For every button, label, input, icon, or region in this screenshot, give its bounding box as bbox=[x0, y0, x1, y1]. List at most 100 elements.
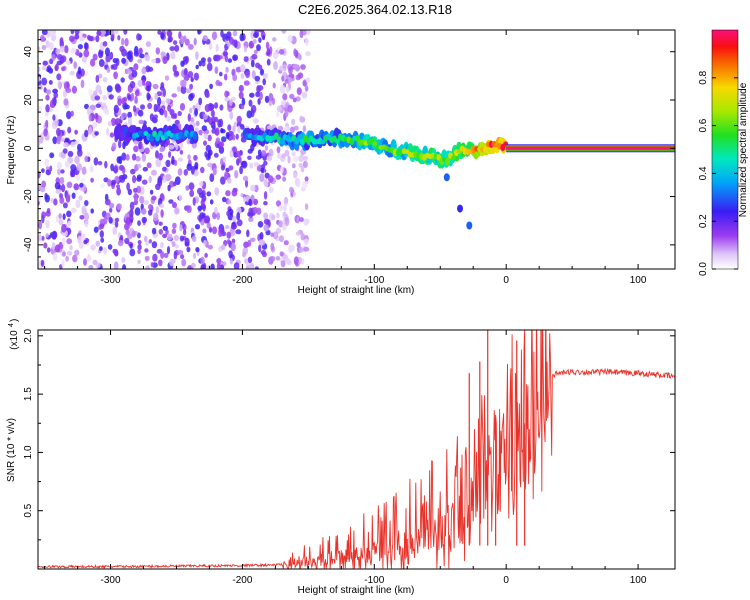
noise-cell bbox=[305, 51, 311, 57]
spectrogram-y-ticks: -40 -20 0 20 40 bbox=[23, 39, 675, 270]
noise-cell bbox=[206, 62, 213, 72]
noise-cell bbox=[49, 42, 54, 51]
noise-cell bbox=[146, 92, 150, 101]
noise-cell bbox=[174, 44, 180, 52]
noise-cell bbox=[137, 240, 142, 245]
noise-cell bbox=[70, 141, 76, 148]
x-tick-label: -300 bbox=[101, 575, 121, 586]
noise-cell bbox=[268, 175, 274, 183]
noise-cell bbox=[156, 91, 162, 97]
noise-cell bbox=[279, 65, 284, 72]
noise-cell bbox=[136, 33, 141, 41]
noise-cell bbox=[121, 112, 128, 119]
noise-cell bbox=[203, 113, 208, 120]
noise-cell bbox=[269, 256, 276, 262]
noise-cell bbox=[119, 45, 125, 53]
noise-cell bbox=[271, 214, 276, 220]
noise-cell bbox=[137, 220, 141, 227]
y-tick-label: -20 bbox=[23, 189, 34, 204]
noise-cell bbox=[287, 104, 293, 113]
noise-cell bbox=[157, 96, 162, 106]
noise-cell bbox=[88, 114, 92, 122]
noise-cell bbox=[61, 66, 66, 72]
noise-cell bbox=[210, 109, 215, 118]
noise-cell bbox=[74, 129, 78, 135]
noise-cell bbox=[165, 98, 171, 104]
colorbar-ticks: 0.0 0.2 0.4 0.6 0.8 bbox=[698, 70, 738, 276]
noise-cell bbox=[190, 77, 194, 83]
signal-cell bbox=[320, 139, 326, 145]
noise-cell bbox=[281, 30, 287, 34]
noise-cell bbox=[163, 252, 169, 259]
noise-cell bbox=[52, 88, 58, 94]
noise-cell bbox=[88, 126, 93, 135]
noise-cell bbox=[159, 203, 165, 209]
noise-cell bbox=[304, 176, 309, 182]
noise-cell bbox=[146, 162, 152, 169]
noise-cell bbox=[216, 257, 222, 265]
noise-cell bbox=[162, 88, 166, 97]
noise-cell bbox=[99, 223, 105, 230]
noise-cell bbox=[111, 183, 115, 190]
noise-cell bbox=[219, 71, 223, 77]
noise-cell bbox=[70, 30, 75, 35]
noise-cell bbox=[41, 215, 45, 224]
noise-cell bbox=[153, 212, 159, 222]
noise-cell bbox=[88, 88, 93, 96]
noise-cell bbox=[240, 160, 247, 168]
noise-cell bbox=[200, 57, 206, 63]
noise-cell bbox=[183, 35, 187, 43]
noise-cell bbox=[266, 58, 271, 66]
spectrogram-x-ticks: -300 -200 -100 0 100 bbox=[44, 30, 647, 286]
noise-cell bbox=[109, 202, 115, 209]
noise-cell bbox=[131, 230, 136, 238]
noise-cell bbox=[244, 179, 249, 188]
y-tick-label: 40 bbox=[23, 46, 34, 58]
noise-cell bbox=[46, 208, 51, 214]
noise-cell bbox=[253, 32, 259, 38]
noise-cell bbox=[103, 216, 108, 225]
noise-cell bbox=[41, 180, 47, 188]
noise-cell bbox=[174, 207, 180, 215]
noise-cell bbox=[162, 175, 167, 183]
noise-cell bbox=[293, 172, 298, 179]
noise-cell bbox=[134, 197, 139, 206]
noise-cell bbox=[169, 258, 175, 267]
noise-cell bbox=[225, 132, 230, 140]
noise-cell bbox=[118, 155, 123, 165]
snr-frame bbox=[37, 329, 676, 570]
noise-cell bbox=[66, 238, 73, 245]
noise-cell bbox=[121, 57, 126, 64]
noise-cell bbox=[245, 71, 251, 79]
noise-cell bbox=[247, 256, 253, 263]
noise-cell bbox=[38, 46, 41, 52]
noise-cell bbox=[232, 215, 237, 223]
noise-cell bbox=[263, 218, 270, 225]
noise-cell bbox=[283, 196, 289, 205]
noise-cell bbox=[236, 212, 241, 221]
noise-cell bbox=[154, 93, 158, 101]
noise-cell bbox=[174, 244, 180, 249]
noise-cell bbox=[275, 174, 282, 180]
noise-cell bbox=[112, 226, 118, 235]
noise-cell bbox=[293, 256, 299, 266]
noise-cell bbox=[67, 250, 73, 256]
noise-cell bbox=[148, 239, 152, 244]
noise-cell bbox=[114, 217, 120, 223]
noise-cell bbox=[178, 194, 183, 201]
noise-cell bbox=[61, 259, 65, 268]
noise-cell bbox=[264, 145, 269, 151]
x-tick-label: 100 bbox=[630, 275, 647, 286]
noise-cell bbox=[104, 198, 111, 206]
noise-cell bbox=[155, 150, 159, 159]
noise-cell bbox=[87, 106, 91, 116]
noise-cell bbox=[151, 227, 157, 235]
x-tick-label: -200 bbox=[232, 275, 252, 286]
noise-cell bbox=[239, 165, 244, 175]
noise-cell bbox=[214, 127, 220, 136]
noise-cell bbox=[129, 248, 136, 257]
noise-cell bbox=[202, 228, 207, 234]
noise-cell bbox=[296, 87, 302, 95]
noise-cell bbox=[41, 45, 47, 50]
noise-cell bbox=[183, 169, 188, 176]
